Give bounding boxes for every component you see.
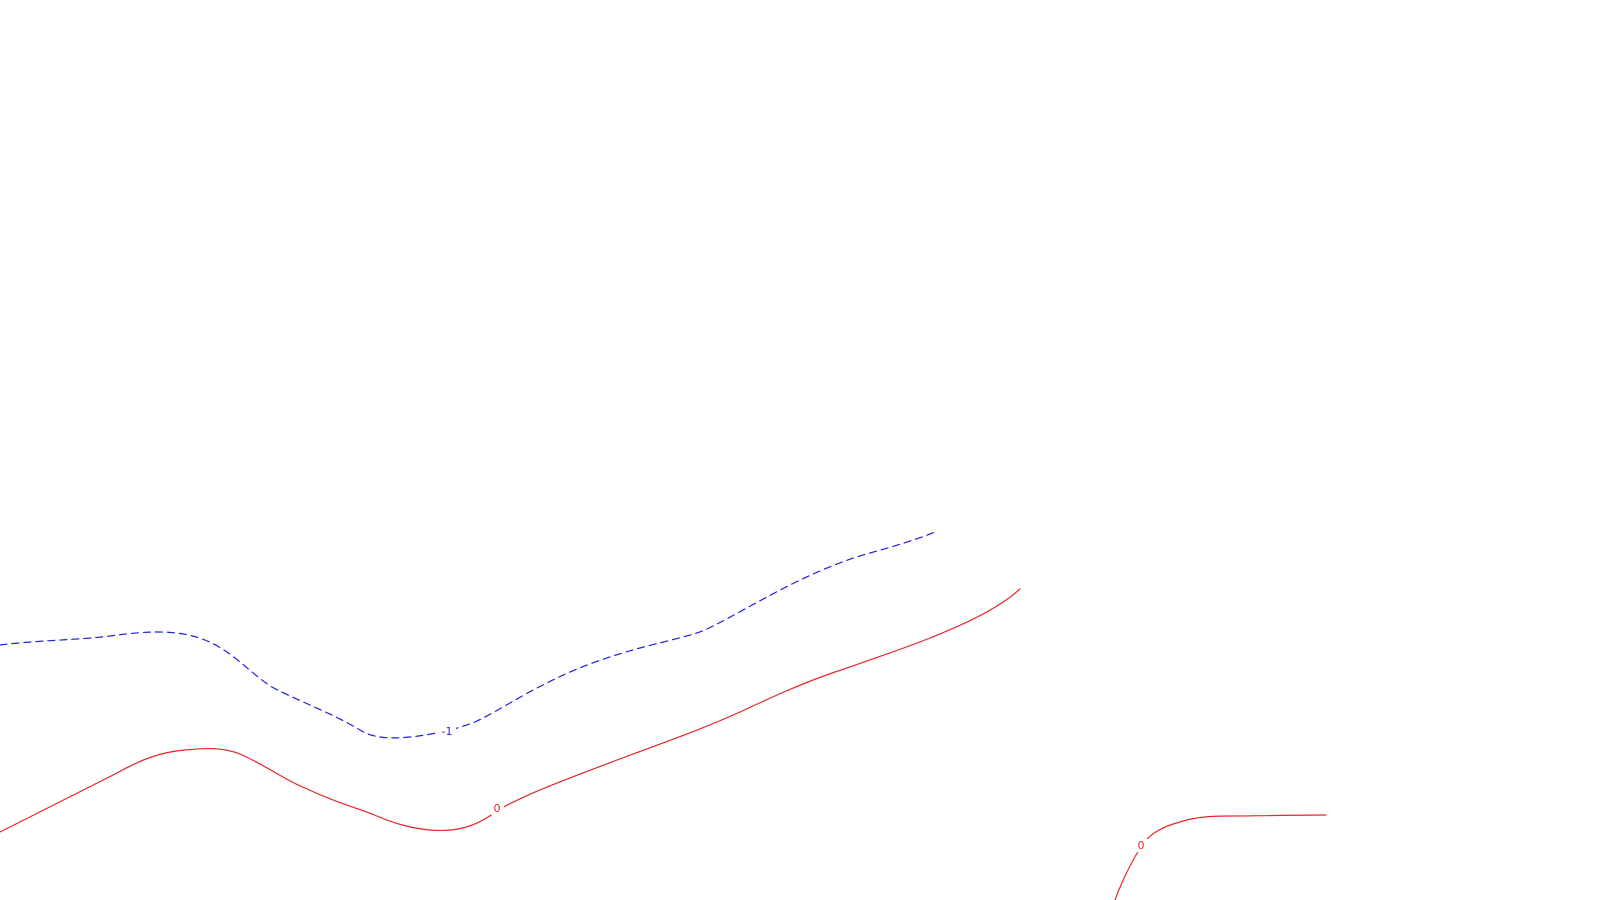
contour-label-minus-1: -1 — [442, 725, 453, 738]
contour-label-zero-right: 0 — [1138, 839, 1145, 852]
contour-path-zero-right — [1114, 814, 1327, 900]
contour-line-minus-1: -1 — [0, 531, 936, 739]
label-knockout-minus-1 — [438, 725, 456, 738]
contour-line-zero-main: 0 — [0, 588, 1021, 833]
contour-line-zero-right: 0 — [1114, 814, 1327, 900]
contour-label-zero-main: 0 — [494, 802, 501, 815]
label-knockout-zero-right — [1135, 839, 1148, 852]
contour-path-minus-1 — [0, 531, 936, 739]
label-knockout-zero-main — [491, 802, 504, 815]
